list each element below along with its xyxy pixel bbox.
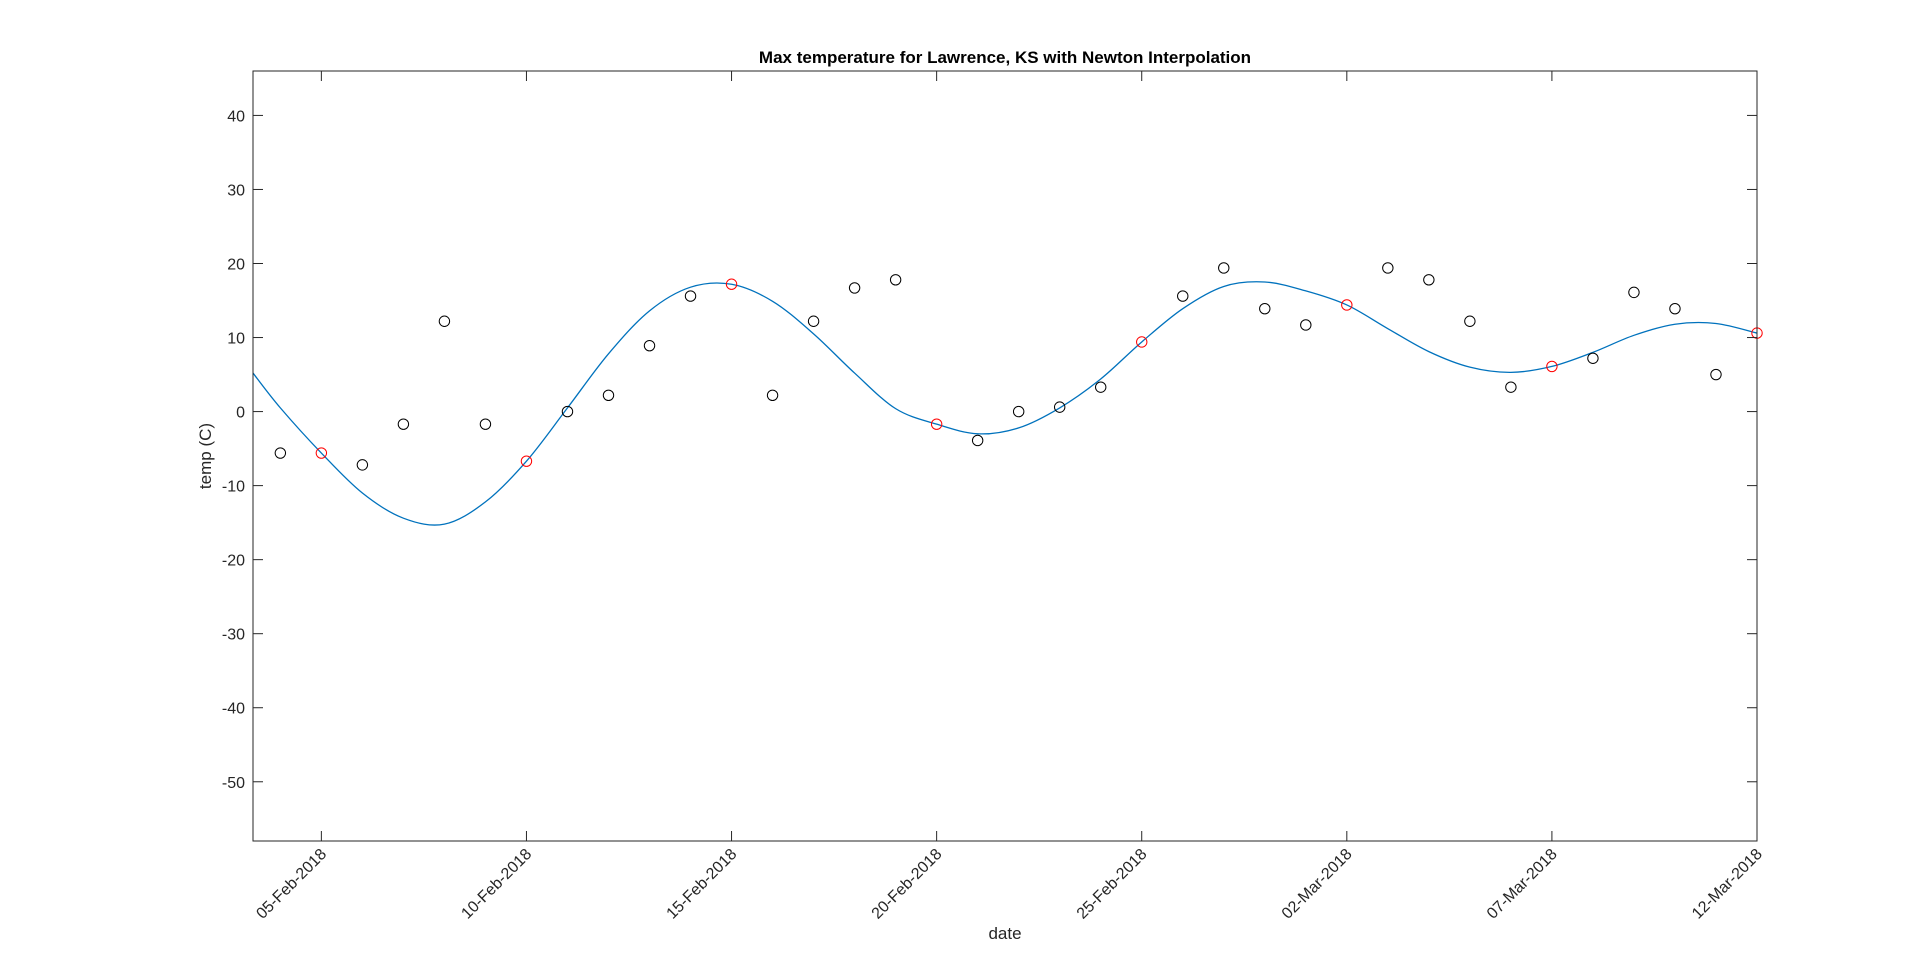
interpolation-node-marker — [1136, 336, 1148, 348]
data-point-marker — [438, 315, 451, 327]
interpolation-node-marker — [930, 418, 943, 430]
data-point-marker — [1669, 302, 1681, 315]
y-tick-label: 20 — [227, 257, 245, 274]
interpolation-node-marker — [725, 278, 738, 290]
data-point-marker — [397, 418, 410, 430]
y-tick-label: 10 — [227, 331, 245, 348]
data-point-marker — [1382, 262, 1394, 274]
interpolation-node-marker — [520, 455, 533, 467]
y-tick-label: -50 — [222, 775, 245, 792]
interpolation-node-marker — [315, 447, 328, 459]
data-point-marker — [356, 459, 369, 471]
data-point-marker — [1095, 381, 1107, 393]
y-axis-label: temp (C) — [196, 423, 215, 489]
data-point-marker — [889, 274, 902, 286]
interpolation-node-marker — [1341, 299, 1353, 311]
data-point-marker — [1423, 274, 1435, 286]
x-tick-label: 02-Mar-2018 — [1279, 846, 1356, 923]
y-tick-label: -10 — [222, 479, 245, 496]
data-point-marker — [274, 447, 287, 459]
y-tick-label: 40 — [227, 108, 245, 125]
data-point-marker — [1628, 286, 1640, 299]
data-point-marker — [1218, 262, 1230, 274]
plot-box — [252, 70, 1758, 842]
x-tick-label: 10-Feb-2018 — [458, 846, 535, 923]
data-point-marker — [1012, 405, 1025, 418]
data-point-marker — [602, 389, 615, 401]
data-point-marker — [684, 290, 697, 302]
chart-title: Max temperature for Lawrence, KS with Ne… — [759, 48, 1251, 67]
y-tick-label: -30 — [222, 627, 245, 644]
data-point-marker — [1710, 368, 1722, 381]
data-point-marker — [1300, 319, 1312, 331]
data-point-marker — [643, 339, 656, 352]
data-point-marker — [848, 282, 861, 294]
y-tick-label: -20 — [222, 553, 245, 570]
y-tick-label: 0 — [236, 405, 245, 422]
marker-layer — [274, 262, 1763, 471]
y-tick-label: -40 — [222, 701, 245, 718]
data-point-marker — [1259, 302, 1271, 315]
data-point-marker — [1177, 290, 1189, 302]
interpolation-node-marker — [1546, 360, 1558, 373]
data-point-marker — [807, 315, 820, 327]
y-tick-label: 30 — [227, 182, 245, 199]
data-point-marker — [561, 405, 574, 418]
data-point-marker — [479, 418, 492, 430]
x-tick-label: 15-Feb-2018 — [664, 846, 741, 923]
plot-area — [253, 71, 1757, 841]
x-tick-label: 05-Feb-2018 — [253, 846, 330, 923]
data-point-marker — [1505, 381, 1517, 393]
data-point-marker — [766, 389, 779, 401]
x-tick-label: 12-Mar-2018 — [1689, 846, 1766, 923]
data-point-marker — [971, 434, 984, 447]
x-tick-label: 25-Feb-2018 — [1074, 846, 1151, 923]
data-point-marker — [1053, 401, 1066, 413]
x-tick-label: 07-Mar-2018 — [1484, 846, 1561, 923]
newton-interpolation-line — [252, 281, 1758, 526]
data-point-marker — [1464, 315, 1476, 327]
x-axis-label: date — [988, 924, 1021, 943]
x-tick-label: 20-Feb-2018 — [869, 846, 946, 923]
data-point-marker — [1587, 352, 1599, 364]
interpolation-curve-layer — [252, 281, 1758, 526]
